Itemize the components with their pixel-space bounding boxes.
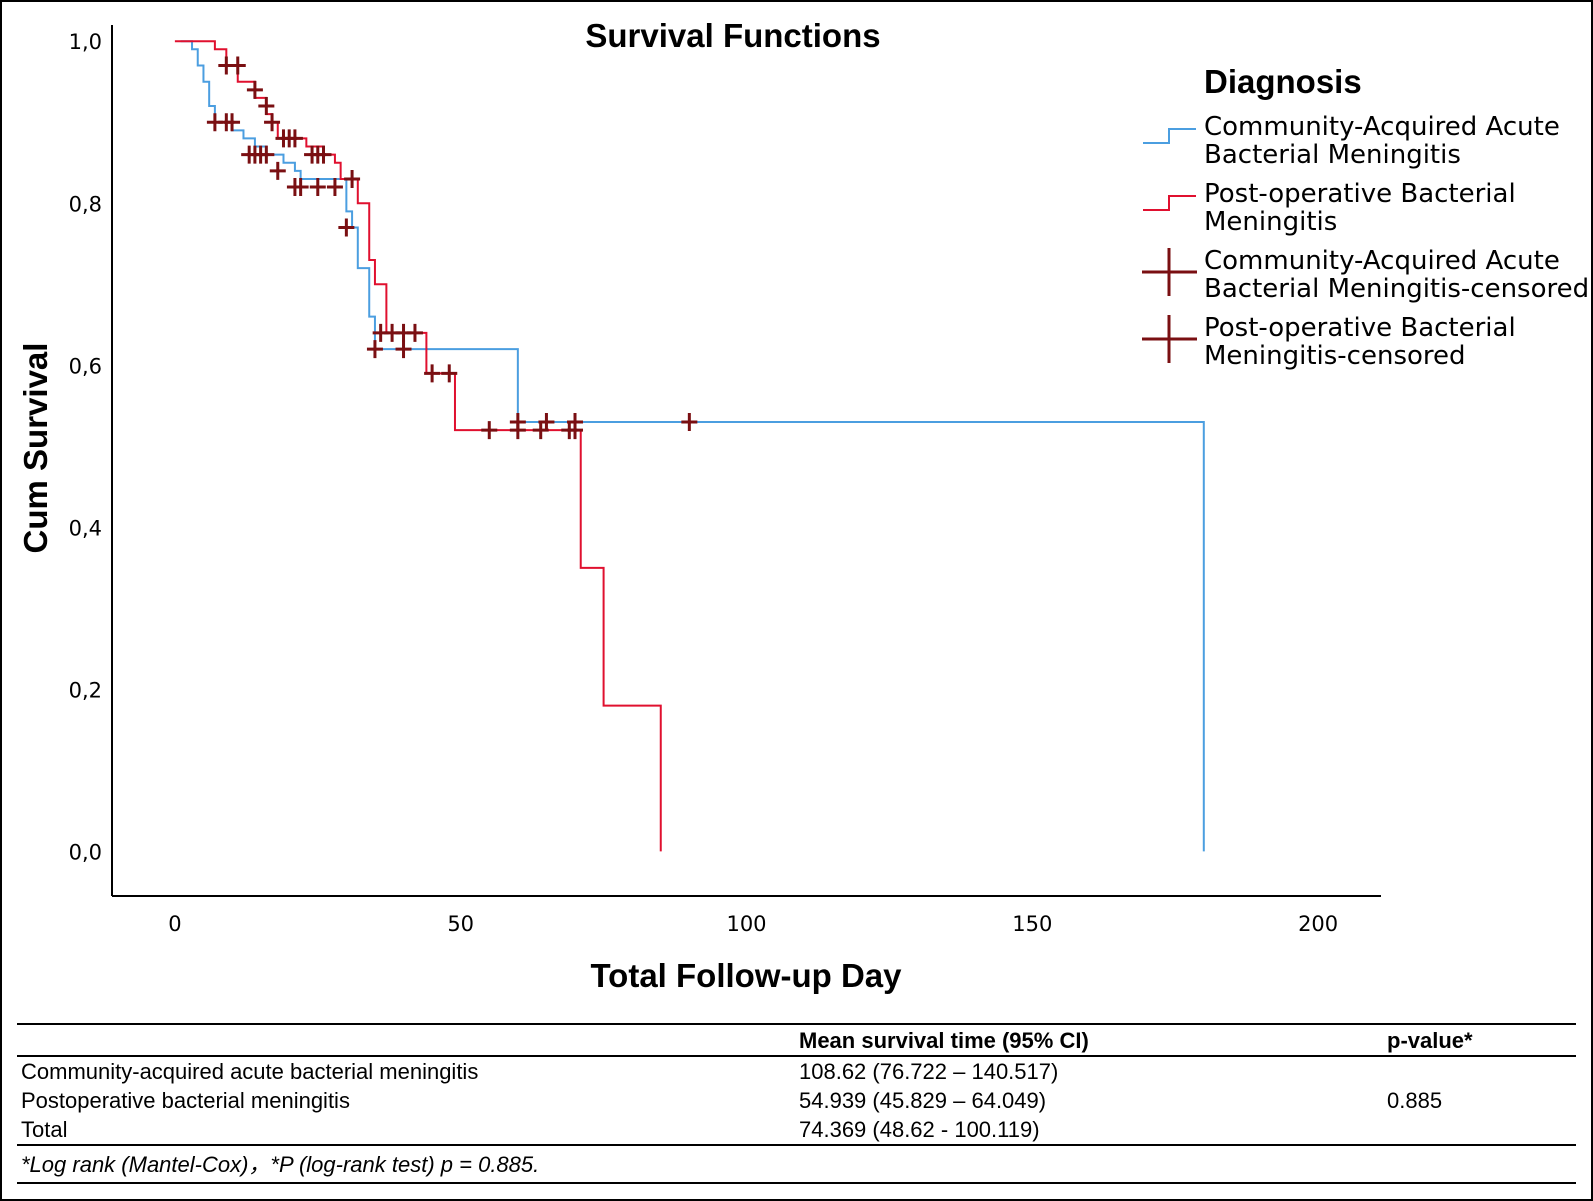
censored-marker <box>264 113 281 132</box>
censored-marker <box>258 97 275 116</box>
table-row: Total 74.369 (48.62 - 100.119) <box>17 1115 1576 1145</box>
censored-marker <box>315 145 332 164</box>
legend-entry-line2: Bacterial Meningitis-censored <box>1204 274 1589 304</box>
row-mean: 108.62 (76.722 – 140.517) <box>799 1059 1059 1084</box>
censored-marker <box>567 421 584 440</box>
censored-marker <box>681 413 698 432</box>
x-tick-label: 50 <box>447 912 474 936</box>
survival-curve-1 <box>180 40 1205 852</box>
censored-marker <box>338 218 355 237</box>
x-tick-label: 200 <box>1298 912 1338 936</box>
legend-entry-line2: Meningitis <box>1204 207 1337 237</box>
table-row: Postoperative bacterial meningitis 54.93… <box>17 1086 1576 1115</box>
legend-title: Diagnosis <box>1204 63 1362 100</box>
x-axis-label: Total Follow-up Day <box>590 957 902 994</box>
censored-marker <box>532 421 549 440</box>
table-header-mean: Mean survival time (95% CI) <box>795 1023 1383 1057</box>
x-tick-label: 150 <box>1012 912 1052 936</box>
legend-entry-line1: Post-operative Bacterial <box>1204 179 1516 209</box>
censored-marker <box>229 56 246 75</box>
table-footnote-row: *Log rank (Mantel-Cox)，*P (log-rank test… <box>17 1144 1576 1184</box>
x-ticks: 0 50 100 150 200 <box>168 912 1338 936</box>
y-tick-label: 0,2 <box>69 678 102 702</box>
censored-marker <box>292 178 309 197</box>
y-tick-label: 1,0 <box>69 30 102 54</box>
survival-chart: Survival Functions Cum Survival Total Fo… <box>17 17 1589 994</box>
censored-marker <box>309 178 326 197</box>
row-mean: 54.939 (45.829 – 64.049) <box>799 1088 1047 1113</box>
chart-title: Survival Functions <box>585 17 880 54</box>
table-footnote: *Log rank (Mantel-Cox)，*P (log-rank test… <box>17 1144 1576 1184</box>
y-tick-label: 0,8 <box>69 192 102 216</box>
row-label: Postoperative bacterial meningitis <box>21 1088 350 1113</box>
summary-table: Mean survival time (95% CI) p-value* Com… <box>17 1023 1576 1184</box>
row-label: Community-acquired acute bacterial menin… <box>21 1059 479 1084</box>
legend-swatch-marker <box>1142 315 1197 363</box>
censored-marker <box>344 169 361 188</box>
censored-marker <box>395 340 412 359</box>
censored-marker <box>441 364 458 383</box>
legend-entry-line1: Community-Acquired Acute <box>1204 112 1560 142</box>
censored-marker <box>406 323 423 342</box>
legend-entry-line2: Bacterial Meningitis <box>1204 140 1461 170</box>
y-axis-label: Cum Survival <box>17 343 54 554</box>
table-header-row: Mean survival time (95% CI) p-value* <box>17 1023 1576 1057</box>
y-tick-label: 0,0 <box>69 840 102 864</box>
censored-marker <box>258 145 275 164</box>
censored-marker <box>269 161 286 180</box>
table-header-label <box>17 1023 795 1057</box>
y-ticks: 0,0 0,2 0,4 0,6 0,8 1,0 <box>69 30 102 864</box>
censored-marker <box>366 340 383 359</box>
row-pvalue: 0.885 <box>1387 1088 1443 1113</box>
censored-marker <box>224 113 241 132</box>
series-layer <box>174 40 1205 852</box>
legend-swatch-line <box>1143 195 1196 211</box>
legend: Diagnosis Community-Acquired AcuteBacter… <box>1142 63 1589 371</box>
y-tick-label: 0,6 <box>69 354 102 378</box>
row-pvalue <box>1383 1056 1576 1086</box>
survival-curve-2 <box>174 40 662 852</box>
row-label: Total <box>21 1117 68 1142</box>
legend-swatch-marker <box>1142 248 1197 296</box>
row-mean: 74.369 (48.62 - 100.119) <box>799 1117 1040 1142</box>
censored-marker <box>326 178 343 197</box>
x-tick-label: 0 <box>168 912 181 936</box>
x-tick-label: 100 <box>726 912 766 936</box>
censored-marker <box>424 364 441 383</box>
legend-entry-line2: Meningitis-censored <box>1204 341 1466 371</box>
table-header-pvalue: p-value* <box>1383 1023 1576 1057</box>
row-pvalue <box>1383 1115 1576 1145</box>
table-row: Community-acquired acute bacterial menin… <box>17 1056 1576 1086</box>
legend-entry-line1: Post-operative Bacterial <box>1204 313 1516 343</box>
censored-marker <box>286 129 303 148</box>
censored-marker <box>509 421 526 440</box>
y-tick-label: 0,4 <box>69 516 102 540</box>
legend-entry-line1: Community-Acquired Acute <box>1204 246 1560 276</box>
legend-swatch-line <box>1143 128 1196 144</box>
censored-marker <box>481 421 498 440</box>
censored-marker <box>246 80 263 99</box>
